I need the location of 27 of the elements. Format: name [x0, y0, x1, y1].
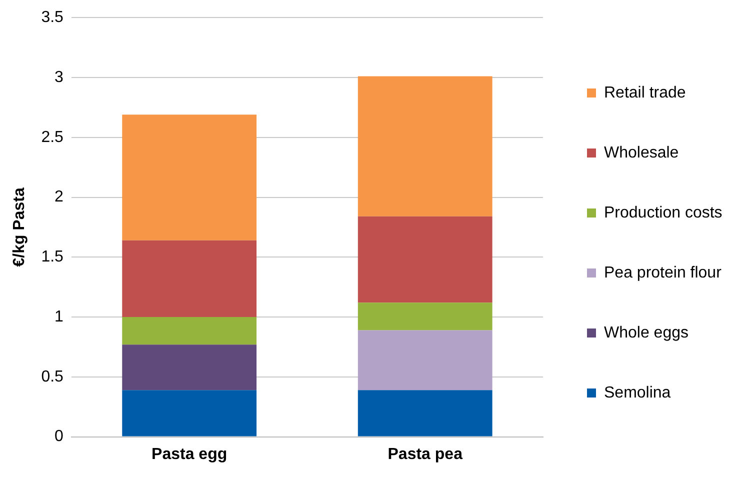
y-axis-title: €/kg Pasta	[11, 188, 28, 267]
legend-label: Retail trade	[604, 84, 686, 102]
bar	[358, 216, 492, 303]
legend-label: Semolina	[604, 384, 671, 402]
legend-label: Whole eggs	[604, 324, 688, 342]
y-tick-label: 0.5	[41, 368, 64, 386]
bar	[122, 344, 257, 390]
bar	[358, 302, 492, 330]
legend-label: Production costs	[604, 204, 722, 222]
y-tick-label: 2	[54, 188, 64, 206]
y-tick-label: 1.5	[41, 248, 64, 266]
y-tick-label: 2.5	[41, 128, 64, 146]
x-tick-label: Pasta egg	[152, 446, 228, 463]
y-tick-label: 0	[54, 428, 64, 446]
y-tick-label: 3.5	[41, 9, 64, 26]
x-tick-label: Pasta pea	[388, 446, 463, 463]
y-tick-label: 1	[54, 308, 64, 326]
bar	[122, 114, 257, 240]
bar	[122, 240, 257, 318]
bar	[122, 317, 257, 345]
bar	[358, 76, 492, 216]
bar	[122, 390, 257, 436]
bar	[358, 390, 492, 436]
bar	[358, 330, 492, 390]
legend-label: Wholesale	[604, 144, 679, 162]
legend-label: Pea protein flour	[604, 264, 722, 282]
y-tick-label: 3	[54, 68, 64, 86]
